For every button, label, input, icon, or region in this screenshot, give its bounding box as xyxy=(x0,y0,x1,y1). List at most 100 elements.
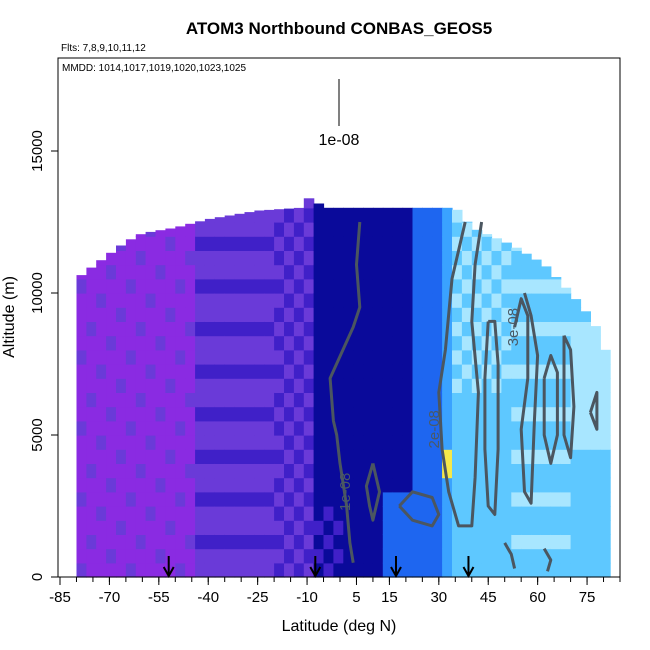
x-tick-label: -55 xyxy=(148,589,170,606)
heatmap-cell xyxy=(323,491,334,507)
contour-label: 3e-08 xyxy=(505,308,522,346)
heatmap-cell xyxy=(224,321,236,337)
heatmap-cell xyxy=(570,491,582,507)
heatmap-cell xyxy=(185,307,196,322)
heatmap-cell xyxy=(195,293,206,308)
heatmap-cell xyxy=(254,520,265,535)
heatmap-cell xyxy=(254,250,265,266)
heatmap-cell xyxy=(501,534,512,550)
heatmap-cell xyxy=(195,406,206,422)
heatmap-cell xyxy=(570,449,582,464)
heatmap-cell xyxy=(452,520,463,535)
heatmap-cell xyxy=(195,534,206,550)
heatmap-cell xyxy=(580,435,591,450)
heatmap-cell xyxy=(452,264,463,280)
heatmap-cell xyxy=(323,236,334,251)
heatmap-cell xyxy=(402,392,414,408)
heatmap-cell xyxy=(155,435,166,450)
heatmap-cell xyxy=(392,463,404,479)
heatmap-cell xyxy=(412,293,423,308)
heatmap-cell xyxy=(343,207,354,223)
heatmap-cell xyxy=(254,278,265,294)
heatmap-cell xyxy=(135,520,147,535)
heatmap-cell xyxy=(412,321,423,337)
heatmap-cell xyxy=(165,534,176,550)
heatmap-cell xyxy=(432,449,443,464)
heatmap-cell xyxy=(106,378,117,393)
heatmap-cell xyxy=(353,562,364,578)
heatmap-cell xyxy=(244,212,255,223)
heatmap-cell xyxy=(254,392,265,408)
heatmap-cell xyxy=(293,477,305,493)
heatmap-cell xyxy=(284,534,295,550)
heatmap-cell xyxy=(185,491,196,507)
heatmap-cell xyxy=(274,364,285,379)
heatmap-cell xyxy=(244,335,255,351)
heatmap-cell xyxy=(333,477,344,493)
heatmap-cell xyxy=(303,392,315,408)
heatmap-cell xyxy=(442,392,453,408)
heatmap-cell xyxy=(521,548,532,564)
heatmap-cell xyxy=(590,349,601,365)
heatmap-cell xyxy=(471,477,483,493)
heatmap-cell xyxy=(106,293,117,308)
heatmap-cell xyxy=(382,335,394,351)
heatmap-cell xyxy=(432,335,443,351)
heatmap-cell xyxy=(481,264,493,280)
heatmap-cell xyxy=(432,435,443,450)
contour-legend: 1e-08 xyxy=(319,79,360,149)
heatmap-cell xyxy=(590,491,601,507)
heatmap-cell xyxy=(343,491,354,507)
heatmap-cell xyxy=(195,562,206,578)
heatmap-cell xyxy=(195,236,206,251)
heatmap-cell xyxy=(303,293,315,308)
heatmap-cell xyxy=(195,349,206,365)
heatmap-cell xyxy=(175,335,186,351)
contour-line xyxy=(513,292,540,505)
heatmap-cell xyxy=(422,236,433,251)
heatmap-cell xyxy=(412,378,423,393)
heatmap-cell xyxy=(254,307,265,322)
heatmap-cell xyxy=(116,520,127,535)
heatmap-cell xyxy=(353,406,364,422)
heatmap-cell xyxy=(511,250,522,266)
heatmap-cell xyxy=(284,236,295,251)
heatmap-cell xyxy=(293,222,305,237)
heatmap-cell xyxy=(343,406,354,422)
heatmap-cell xyxy=(274,477,285,493)
heatmap-cell xyxy=(531,463,542,479)
heatmap-cell xyxy=(402,364,414,379)
heatmap-cell xyxy=(363,250,374,266)
heatmap-cell xyxy=(293,534,305,550)
x-tick-label: 30 xyxy=(430,589,447,606)
heatmap-cell xyxy=(372,236,384,251)
heatmap-cell xyxy=(175,435,186,450)
heatmap-cell xyxy=(284,392,295,408)
heatmap-cell xyxy=(145,477,157,493)
heatmap-cell xyxy=(185,378,196,393)
heatmap-cell xyxy=(412,222,423,237)
heatmap-cell xyxy=(86,534,97,550)
heatmap-cell xyxy=(550,562,562,578)
heatmap-cell xyxy=(86,449,97,464)
heatmap-cell xyxy=(412,236,423,251)
heatmap-cell xyxy=(452,449,463,464)
heatmap-cell xyxy=(214,534,226,550)
heatmap-cell xyxy=(550,463,562,479)
heatmap-cell xyxy=(323,293,334,308)
heatmap-cell xyxy=(343,222,354,237)
heatmap-cell xyxy=(145,449,157,464)
heatmap-cell xyxy=(214,293,226,308)
heatmap-cell xyxy=(372,349,384,365)
heatmap-cell xyxy=(145,520,157,535)
heatmap-cell xyxy=(96,506,107,521)
heatmap-cell xyxy=(86,406,97,422)
heatmap-cell xyxy=(76,477,87,493)
heatmap-cell xyxy=(471,293,483,308)
heatmap-cell xyxy=(204,506,216,521)
heatmap-cell xyxy=(372,222,384,237)
heatmap-cell xyxy=(155,534,166,550)
heatmap-cell xyxy=(392,506,404,521)
heatmap-cell xyxy=(560,378,572,393)
heatmap-cell xyxy=(560,463,572,479)
